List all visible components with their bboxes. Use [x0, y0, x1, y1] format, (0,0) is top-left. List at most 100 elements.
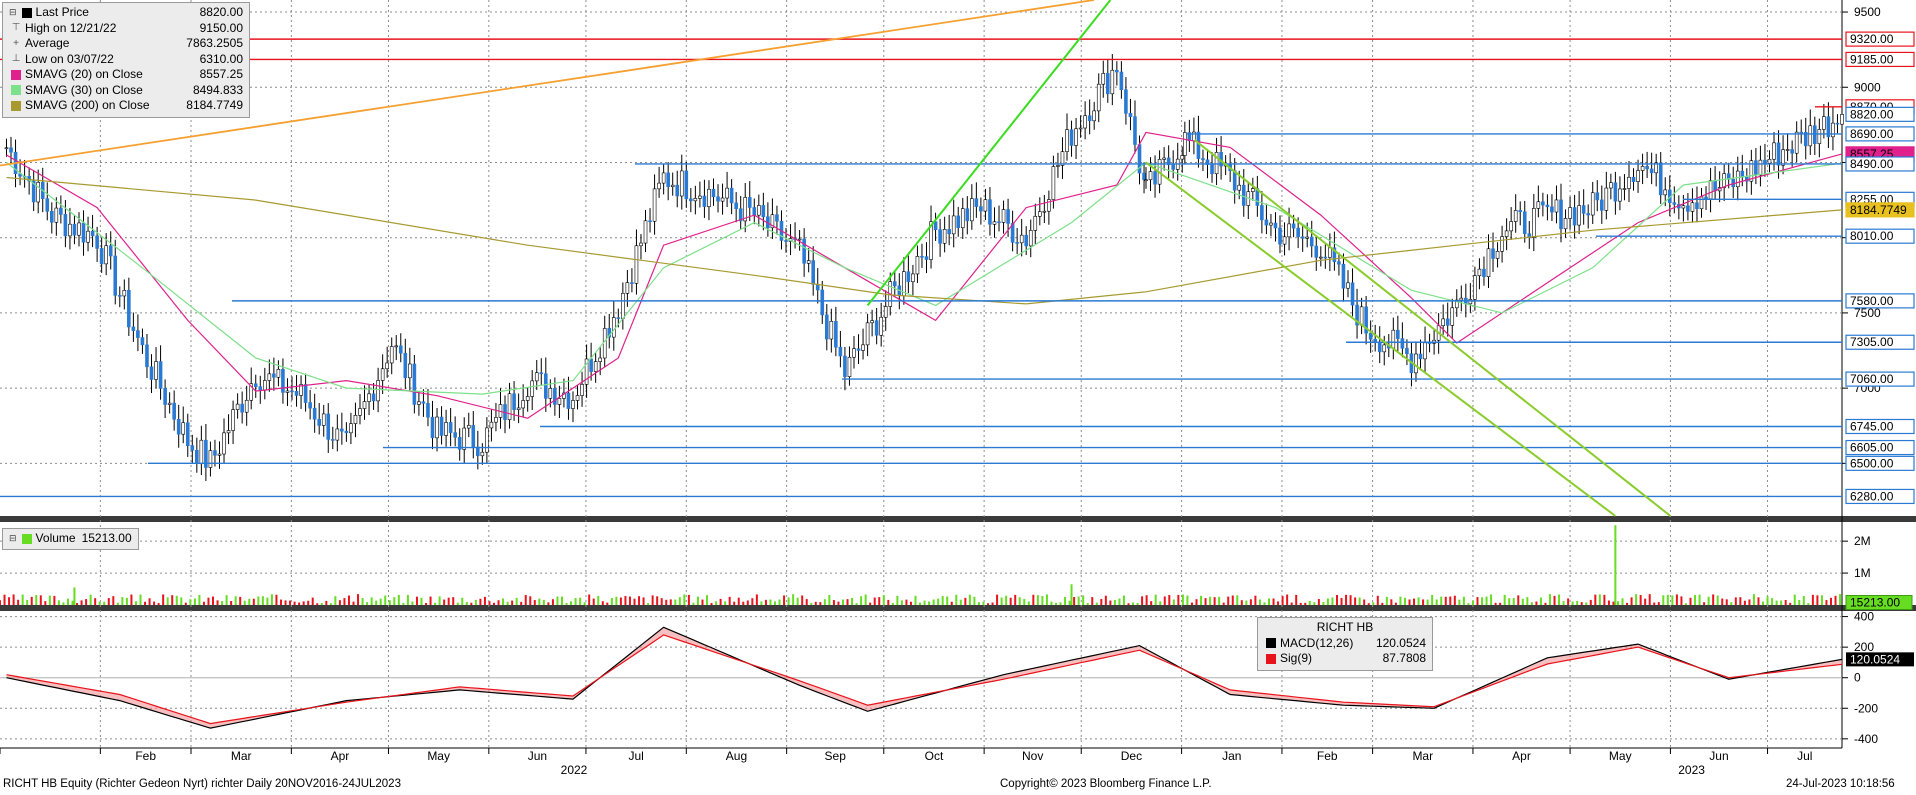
candle-body	[738, 208, 743, 222]
volume-bar	[728, 596, 731, 605]
collapse-icon[interactable]: ⊟	[9, 7, 17, 17]
candle-body	[956, 215, 961, 229]
volume-bar	[1725, 599, 1728, 605]
axis-value-tag: 7580.00	[1845, 293, 1915, 309]
candle-body	[113, 255, 118, 296]
y-tick-label: 400	[1854, 610, 1874, 624]
candle-body	[1509, 221, 1513, 232]
volume-bar	[692, 602, 695, 605]
volume-spike-bar	[1614, 525, 1617, 605]
candle-body	[312, 407, 317, 420]
candle-body	[1649, 168, 1654, 174]
macd-legend-title: RICHT HB	[1316, 620, 1374, 634]
candle-body	[1636, 170, 1640, 182]
volume-bar	[1594, 594, 1597, 605]
volume-bar	[225, 595, 228, 605]
volume-bar	[669, 599, 672, 605]
volume-tag-label: 15213.00	[1850, 596, 1900, 610]
volume-bar	[1707, 596, 1710, 605]
candle-body	[1776, 142, 1781, 166]
volume-bar	[270, 594, 273, 605]
candle-body	[1427, 342, 1432, 345]
volume-bar	[805, 599, 808, 605]
legend-value: 8557.25	[199, 67, 243, 81]
candle-body	[385, 362, 389, 370]
volume-bar	[497, 600, 500, 605]
average-marker-icon: +	[13, 37, 19, 49]
candle-body	[1504, 230, 1509, 237]
candle-body	[1713, 180, 1717, 192]
candle-body	[1749, 160, 1754, 182]
candle-body	[815, 284, 820, 291]
volume-bar	[1231, 595, 1234, 605]
volume-bar	[289, 600, 292, 605]
legend-label: Sig(9)	[1280, 651, 1313, 665]
volume-bar	[647, 602, 650, 605]
candle-body	[1704, 196, 1708, 200]
candle-body	[253, 383, 258, 387]
volume-bar	[996, 594, 999, 605]
candle-body	[1350, 282, 1355, 306]
candle-body	[1210, 164, 1214, 175]
volume-bar	[1299, 602, 1302, 605]
volume-bar	[189, 599, 192, 605]
x-tick-label: Nov	[1022, 749, 1043, 763]
volume-bar	[71, 600, 74, 605]
candle-body	[1124, 89, 1128, 114]
volume-bar	[660, 598, 663, 605]
candle-body	[634, 245, 639, 284]
candle-body	[525, 396, 530, 401]
volume-bar	[1607, 600, 1610, 605]
candle-body	[806, 260, 811, 264]
candle-body	[1162, 157, 1166, 160]
candle-body	[1148, 171, 1153, 181]
candle-body	[1319, 256, 1323, 259]
candle-body	[412, 363, 417, 405]
collapse-icon[interactable]: ⊟	[9, 533, 17, 543]
legend-row-low: ⊥ Low on 03/07/22 6310.00	[9, 52, 243, 68]
candle-body	[145, 344, 149, 368]
volume-bar	[12, 594, 15, 605]
volume-bar	[1014, 594, 1017, 605]
candle-body	[1405, 347, 1409, 354]
x-tick-label: Aug	[726, 749, 747, 763]
x-tick-label: May	[427, 749, 450, 763]
candle-body	[947, 229, 951, 235]
volume-bar	[624, 596, 627, 605]
legend-swatch	[11, 100, 21, 111]
candle-body	[951, 215, 956, 235]
volume-bar	[1548, 594, 1551, 605]
candle-body	[494, 417, 498, 423]
candle-body	[1681, 205, 1686, 209]
volume-bar	[1181, 594, 1184, 605]
candle-body	[1599, 199, 1604, 211]
volume-bar	[1739, 597, 1742, 605]
volume-bar	[316, 603, 319, 605]
price-legend: ⊟ Last Price 8820.00 ⊤ High on 12/21/22 …	[2, 2, 250, 118]
candle-body	[466, 425, 471, 429]
candle-body	[326, 413, 331, 440]
volume-bar	[216, 600, 219, 605]
candle-body	[95, 235, 99, 249]
candle-body	[1083, 115, 1087, 129]
volume-bar	[221, 601, 224, 605]
volume-bar	[1444, 596, 1447, 605]
volume-bar	[1390, 599, 1393, 605]
volume-bar	[773, 601, 776, 605]
legend-label: Average	[25, 36, 70, 50]
candle-body	[1808, 125, 1813, 147]
volume-bar	[1372, 602, 1375, 605]
panel-separator	[0, 516, 1916, 522]
volume-bar	[1748, 599, 1751, 605]
volume-bar	[1698, 594, 1701, 605]
volume-bar	[696, 596, 699, 605]
volume-bar	[882, 595, 885, 605]
candle-body	[1441, 318, 1445, 327]
x-tick-label: Oct	[925, 749, 944, 763]
candle-body	[979, 206, 983, 212]
candle-body	[1196, 131, 1201, 159]
volume-bar	[1426, 599, 1429, 605]
candle-body	[933, 221, 938, 230]
legend-row-high: ⊤ High on 12/21/22 9150.00	[9, 21, 243, 37]
candle-body	[1468, 299, 1473, 305]
